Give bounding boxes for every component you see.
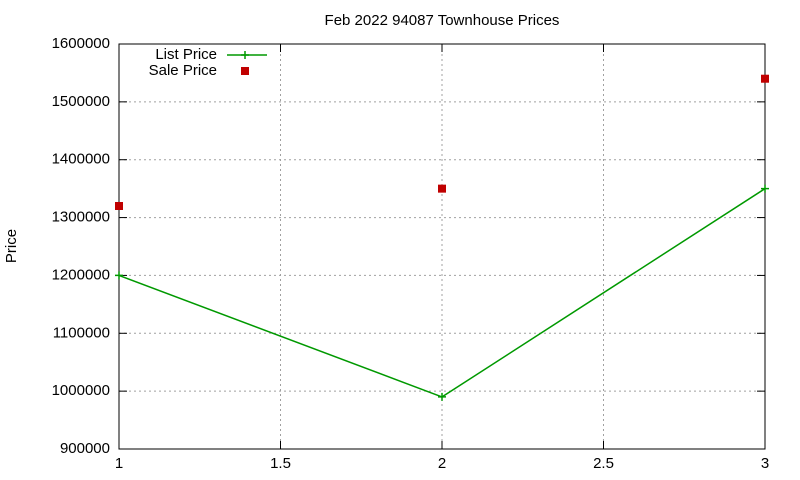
chart-title: Feb 2022 94087 Townhouse Prices [325,12,560,29]
legend-label: Sale Price [149,62,217,79]
y-axis-label: Price [3,229,20,263]
y-tick-label: 1100000 [53,324,110,341]
x-tick-label: 1 [115,455,123,472]
x-tick-label: 1.5 [270,455,291,472]
legend-label: List Price [155,46,217,63]
x-tick-label: 2.5 [593,455,614,472]
legend-marker [241,51,249,59]
point [438,392,446,401]
y-tick-label: 900000 [60,440,110,457]
point [115,202,123,210]
point [115,271,123,280]
y-tick-label: 1600000 [52,35,110,52]
legend-marker [241,67,249,75]
point [761,184,769,193]
x-tick-label: 2 [438,455,446,472]
y-tick-label: 1300000 [52,209,110,226]
y-tick-label: 1000000 [52,382,110,399]
point [438,184,446,193]
y-tick-label: 1400000 [52,151,110,168]
y-tick-label: 1200000 [52,266,110,283]
point [761,74,769,83]
x-tick-label: 3 [761,455,769,472]
plot-border [118,43,766,450]
y-tick-label: 1500000 [52,93,110,110]
